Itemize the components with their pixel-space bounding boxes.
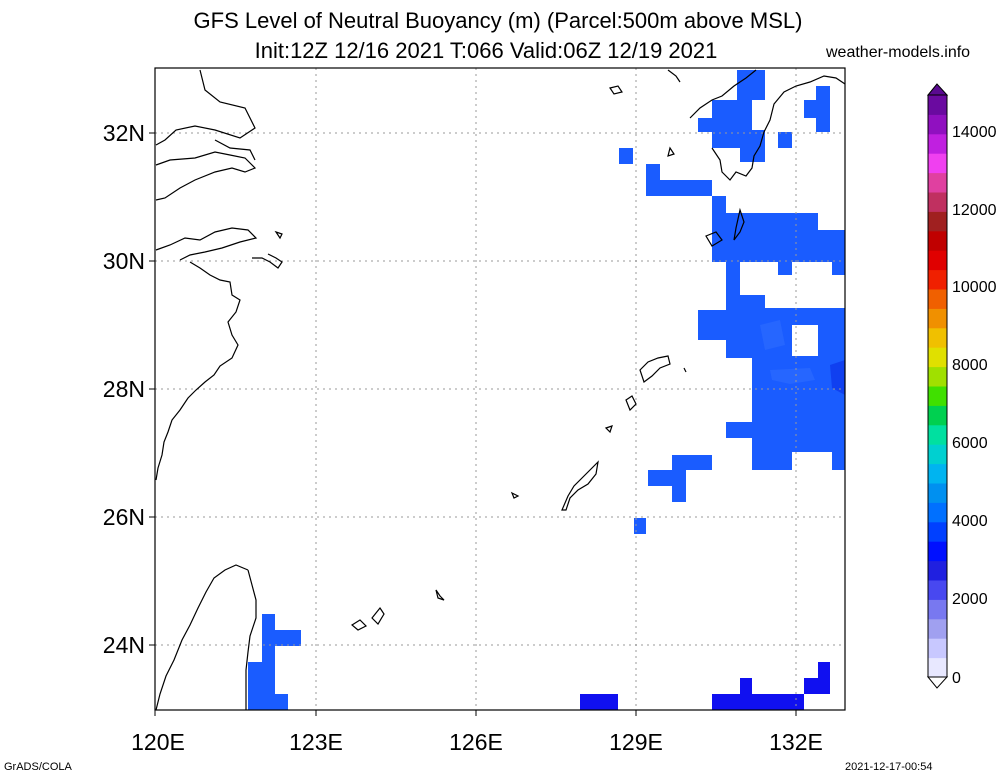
lon-label-126: 126E [449,729,503,755]
lon-label-129: 129E [609,729,663,755]
colorbar-segment [928,192,947,212]
footer-left: GrADS/COLA [4,761,72,773]
lon-label-132: 132E [769,729,823,755]
colorbar-label-6000: 6000 [952,435,988,452]
colorbar-label-10000: 10000 [952,279,997,296]
colorbar-segment [928,483,947,503]
lnb-field [248,70,845,710]
colorbar-segment [928,424,947,445]
colorbar-segment [928,114,947,135]
colorbar-frame [927,94,948,678]
colorbar-segment [928,541,947,562]
colorbar-segment [928,250,947,271]
colorbar-label-2000: 2000 [952,591,988,608]
colorbar-segment [928,560,947,581]
colorbar [928,95,947,678]
colorbar-segment [928,463,947,484]
colorbar-top-arrow [926,83,949,96]
colorbar-label-14000: 14000 [952,124,997,141]
colorbar-segment [928,618,947,639]
colorbar-segment [928,521,947,542]
map-title-line1: GFS Level of Neutral Buoyancy (m) (Parce… [193,8,803,33]
axis-ticks [149,132,797,716]
colorbar-segment [928,638,947,659]
lat-label-24: 24N [103,632,145,658]
colorbar-segment [928,327,947,348]
colorbar-label-12000: 12000 [952,202,997,219]
colorbar-segment [928,580,947,600]
colorbar-segment [928,405,947,426]
colorbar-segment [928,366,947,387]
colorbar-segment [928,172,947,193]
colorbar-label-0: 0 [952,670,961,687]
colorbar-segment [928,599,947,620]
map-title-line2: Init:12Z 12/16 2021 T:066 Valid:06Z 12/1… [254,38,718,63]
coastlines [155,69,846,711]
footer-right: 2021-12-17-00:54 [845,761,933,773]
site-label: weather-models.info [826,44,971,61]
colorbar-segment [928,386,947,406]
colorbar-segment [928,230,947,251]
colorbar-segment [928,269,947,290]
lat-label-26: 26N [103,504,145,530]
colorbar-segment [928,211,947,232]
graticule [155,68,845,710]
colorbar-segment [928,95,947,115]
colorbar-segment [928,153,947,174]
colorbar-segment [928,308,947,329]
lat-label-28: 28N [103,376,145,402]
colorbar-label-4000: 4000 [952,513,988,530]
colorbar-label-8000: 8000 [952,357,988,374]
colorbar-segment [928,133,947,154]
lon-label-120: 120E [131,729,185,755]
colorbar-segment [928,502,947,523]
lon-label-123: 123E [289,729,343,755]
lat-label-30: 30N [103,248,145,274]
colorbar-segment [928,347,947,368]
colorbar-segment [928,289,947,309]
colorbar-segment [928,444,947,465]
lat-label-32: 32N [103,120,145,146]
colorbar-bottom-arrow [926,676,949,689]
colorbar-segment [928,657,947,678]
